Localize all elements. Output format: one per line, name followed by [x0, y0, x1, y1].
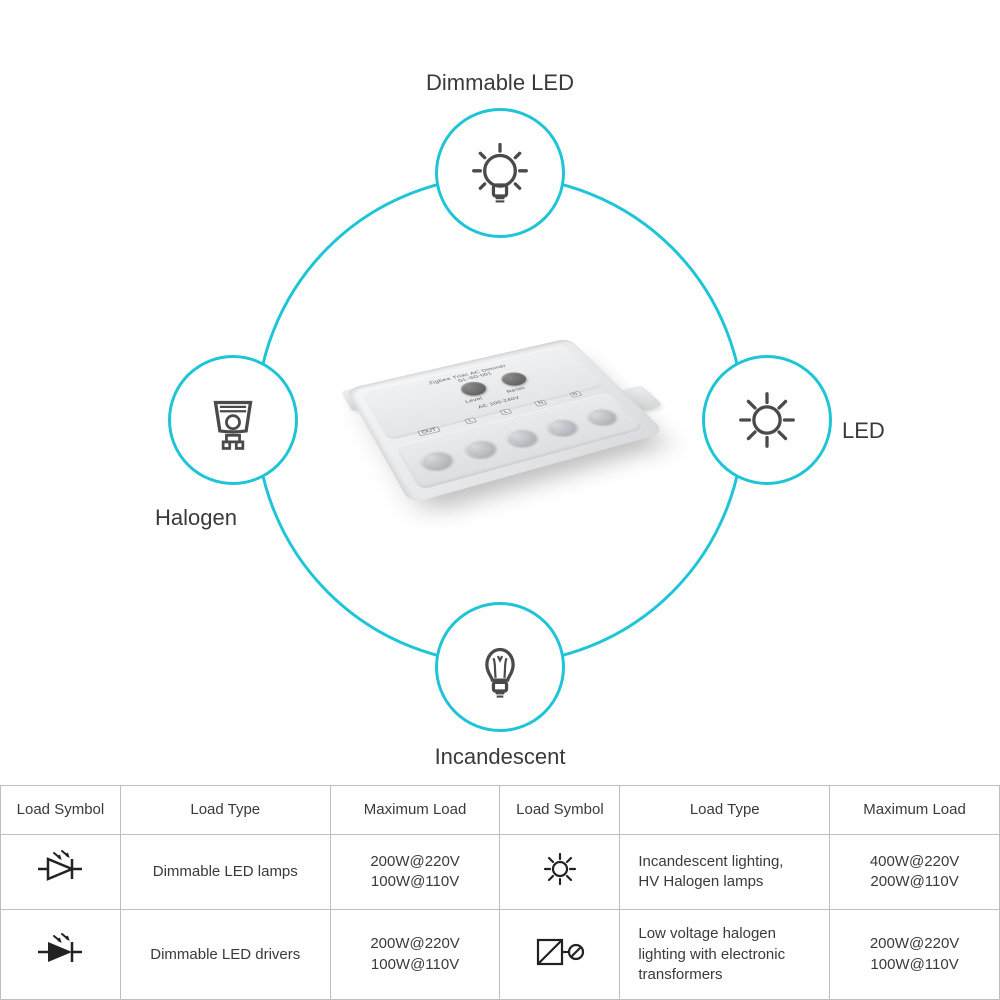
label-dimmable-led: Dimmable LED: [0, 70, 1000, 96]
cell-type-a-0: Dimmable LED lamps: [120, 835, 330, 910]
sym-lv-halogen: [500, 910, 620, 1000]
cell-max-a-1: 200W@220V100W@110V: [330, 910, 500, 1000]
sun-bulb-icon: [732, 385, 802, 455]
th-load-type-1: Load Type: [120, 785, 330, 834]
th-max-load-1: Maximum Load: [330, 785, 500, 834]
cell-type-a-1: Dimmable LED drivers: [120, 910, 330, 1000]
th-load-symbol-1: Load Symbol: [1, 785, 121, 834]
th-load-symbol-2: Load Symbol: [500, 785, 620, 834]
node-led: [702, 355, 832, 485]
load-spec-table: Load Symbol Load Type Maximum Load Load …: [0, 785, 1000, 1000]
node-dimmable-led: [435, 108, 565, 238]
node-incandescent: [435, 602, 565, 732]
bulb-filament-icon: [465, 632, 535, 702]
cell-type-b-1: Low voltage halogenlighting with electro…: [620, 910, 830, 1000]
cell-type-b-0: Incandescent lighting,HV Halogen lamps: [620, 835, 830, 910]
compatibility-diagram: Dimmable LED LED Incandescent Halogen Zi…: [0, 0, 1000, 800]
label-halogen: Halogen: [155, 505, 237, 531]
node-halogen: [168, 355, 298, 485]
table-row: Dimmable LED lamps 200W@220V100W@110V In…: [1, 835, 1000, 910]
th-max-load-2: Maximum Load: [830, 785, 1000, 834]
knob-reset: [498, 370, 531, 387]
cell-max-b-1: 200W@220V100W@110V: [830, 910, 1000, 1000]
device-dimmer-module: Zigbee Triac AC Dimmer GL-SD-001 Level R…: [360, 300, 640, 540]
cell-max-b-0: 400W@220V200W@110V: [830, 835, 1000, 910]
label-led: LED: [842, 418, 885, 444]
bulb-led-icon: [465, 138, 535, 208]
sym-led-lamps: [1, 835, 121, 910]
spot-halogen-icon: [198, 385, 268, 455]
knob-label-level: Level: [465, 397, 484, 405]
knob-label-reset: Reset: [506, 386, 526, 394]
sym-led-drivers: [1, 910, 121, 1000]
cell-max-a-0: 200W@220V100W@110V: [330, 835, 500, 910]
table-row: Dimmable LED drivers 200W@220V100W@110V …: [1, 910, 1000, 1000]
th-load-type-2: Load Type: [620, 785, 830, 834]
label-incandescent: Incandescent: [0, 744, 1000, 770]
knob-level: [457, 380, 490, 398]
table-header-row: Load Symbol Load Type Maximum Load Load …: [1, 785, 1000, 834]
sym-incandescent: [500, 835, 620, 910]
